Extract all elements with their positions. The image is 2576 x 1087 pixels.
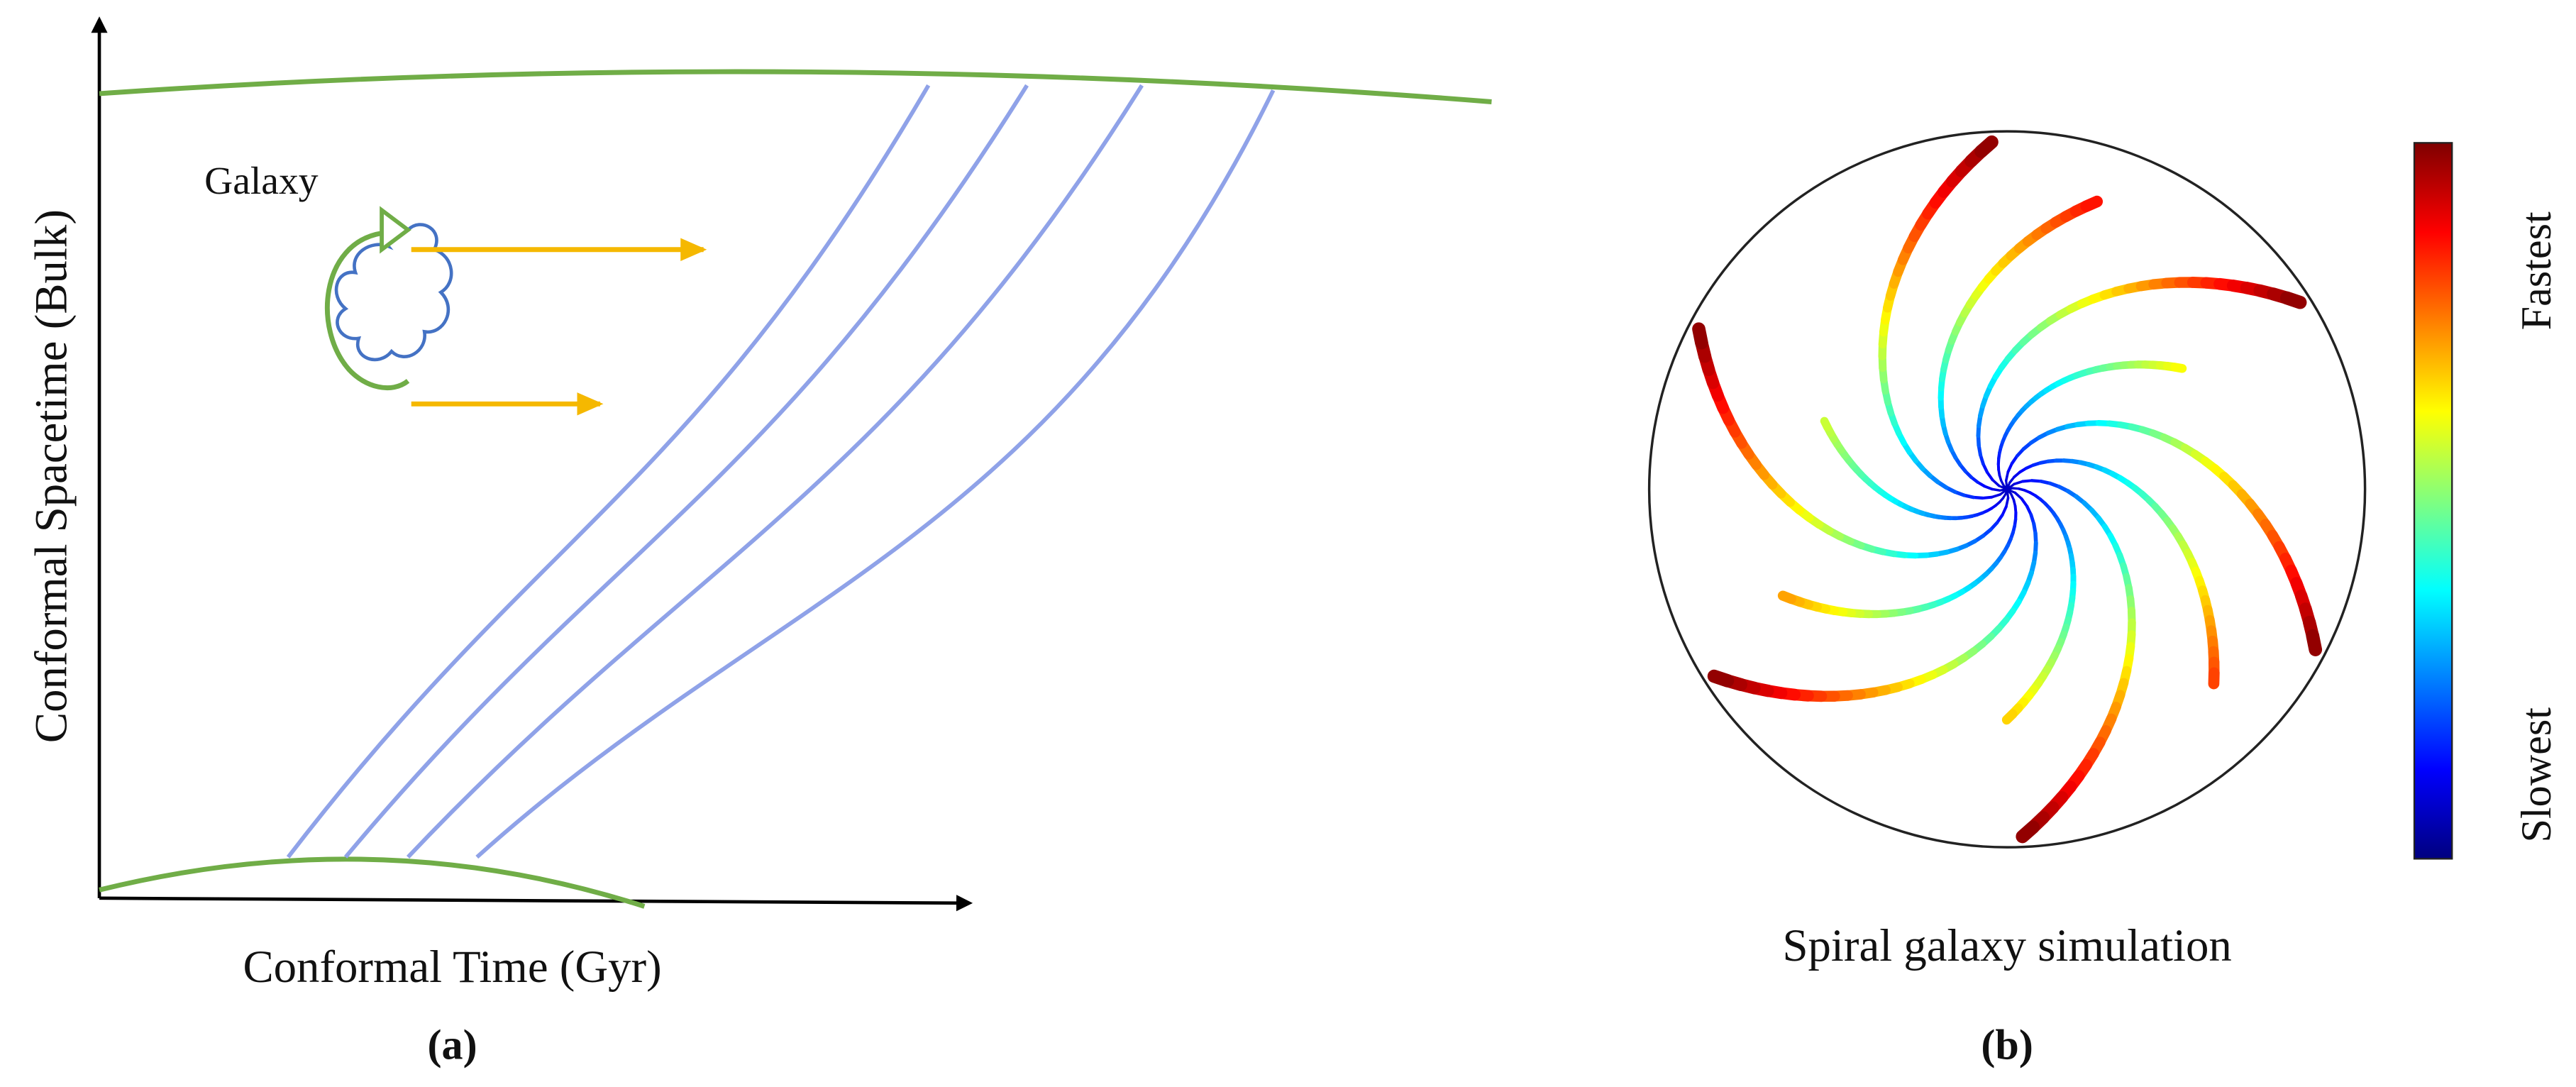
colorbar-high-label: Fastest: [2513, 211, 2560, 330]
spiral-segment: [2170, 363, 2187, 373]
spiral-segment: [1707, 669, 1735, 688]
caption: (a): [427, 1022, 477, 1069]
spiral-segment: [2013, 491, 2023, 500]
caption: (b): [1981, 1022, 2033, 1069]
panel-a: Galaxy Conformal Spacetime (Bulk) Confor…: [26, 16, 1492, 1069]
spiral-segment: [2013, 480, 2024, 486]
x-axis-label: Conformal Time (Gyr): [243, 942, 661, 993]
top-boundary: [99, 69, 1492, 104]
panel-b: Fastest Slowest Spiral galaxy simulation…: [1647, 130, 2560, 1069]
rotation-arrow: [325, 231, 410, 391]
spiral-segment: [1991, 478, 2001, 487]
y-axis-label: Conformal Spacetime (Bulk): [26, 209, 77, 743]
spiral-segment: [1974, 135, 1999, 158]
worldline: [406, 84, 1144, 859]
spiral-segment: [1692, 322, 1708, 350]
galaxy-boundary: [1647, 130, 2367, 849]
worldline: [475, 89, 1276, 859]
x-axis: [99, 895, 973, 912]
bottom-boundary: [99, 856, 646, 909]
spiral-segment: [1820, 416, 1832, 431]
panel-title: Spiral galaxy simulation: [1782, 920, 2231, 971]
worldline: [286, 84, 931, 859]
worldline: [343, 84, 1029, 859]
spiral-segment: [2001, 709, 2018, 725]
colorbar: [2413, 142, 2453, 860]
spiral-segment: [2016, 820, 2040, 844]
worldlines: [286, 84, 1276, 859]
spiral-segment: [2004, 470, 2010, 482]
spiral-segment: [2279, 291, 2307, 309]
spiral-segment: [2005, 497, 2010, 508]
spiral-arms: [1692, 135, 2323, 844]
colorbar-low-label: Slowest: [2513, 707, 2560, 843]
galaxy-label: Galaxy: [204, 160, 319, 203]
spiral-segment: [2306, 629, 2323, 656]
spiral-segment: [1777, 590, 1797, 605]
spiral-segment: [1990, 493, 2002, 499]
galaxy-cloud: [334, 223, 453, 362]
rotation-arrowhead: [380, 206, 411, 254]
spiral-segment: [2080, 195, 2104, 212]
